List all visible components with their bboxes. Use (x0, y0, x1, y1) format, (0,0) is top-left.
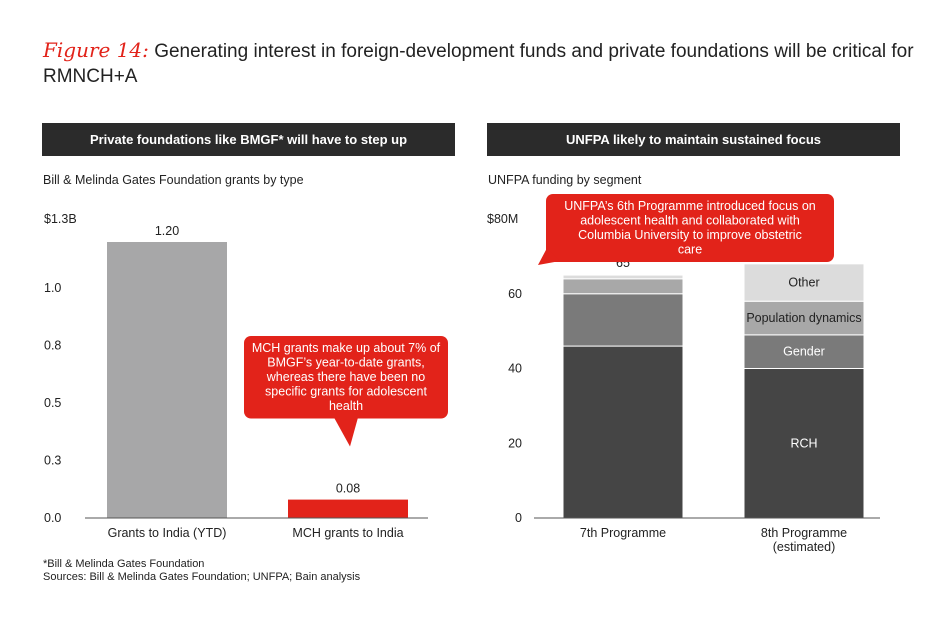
right-callout-pointer (538, 248, 560, 265)
figure-title-text: Generating interest in foreign-developme… (43, 41, 914, 87)
y-tick-label: 0.0 (44, 511, 61, 525)
y-tick-label: $1.3B (44, 212, 77, 226)
segment-label: RCH (790, 436, 817, 450)
x-tick-label: Grants to India (YTD) (108, 526, 227, 540)
left-callout-text: health (329, 399, 363, 413)
y-tick-label: 0.8 (44, 339, 61, 353)
y-tick-label: 0 (515, 511, 522, 525)
right-callout-box (546, 194, 834, 262)
data-label: 0.08 (336, 482, 360, 496)
left-callout-text: whereas there have been no (266, 370, 425, 384)
y-tick-label: 0.5 (44, 396, 61, 410)
bar-segment (562, 293, 684, 347)
x-tick-label: (estimated) (773, 540, 836, 554)
bar-segment (743, 368, 865, 519)
footnote: *Bill & Melinda Gates Foundation (43, 558, 205, 570)
right-callout-text: care (678, 243, 702, 257)
figure-title: Figure 14: Generating interest in foreig… (43, 38, 923, 89)
bar-segment (562, 345, 684, 519)
bar-segment (562, 278, 684, 295)
x-tick-label: MCH grants to India (292, 526, 403, 540)
y-tick-label: 60 (508, 287, 522, 301)
right-callout-text: Columbia University to improve obstetric (578, 228, 802, 242)
segment-label: Population dynamics (746, 311, 861, 325)
y-tick-label: 20 (508, 436, 522, 450)
x-tick-label: 7th Programme (580, 526, 666, 540)
x-tick-label: 8th Programme (761, 526, 847, 540)
segment-label: Other (788, 276, 819, 290)
bar-segment (743, 300, 865, 336)
sources-note: Sources: Bill & Melinda Gates Foundation… (43, 571, 361, 583)
right-chart-subtitle: UNFPA funding by segment (488, 173, 642, 187)
left-panel-header: Private foundations like BMGF* will have… (42, 123, 455, 156)
bar-segment (743, 334, 865, 369)
bar (288, 499, 408, 518)
right-callout-text: UNFPA’s 6th Programme introduced focus o… (564, 199, 816, 213)
right-panel-header: UNFPA likely to maintain sustained focus (487, 123, 900, 156)
bar (107, 242, 227, 518)
y-tick-label: $80M (487, 212, 518, 226)
data-label: 1.20 (155, 224, 179, 238)
left-callout-pointer (334, 417, 358, 447)
y-tick-label: 40 (508, 362, 522, 376)
left-callout-text: MCH grants make up about 7% of (252, 341, 441, 355)
left-chart-subtitle: Bill & Melinda Gates Foundation grants b… (43, 173, 304, 187)
left-callout-text: BMGF’s year-to-date grants, (267, 356, 424, 370)
right-callout-text: adolescent health and collaborated with (580, 214, 800, 228)
y-tick-label: 0.3 (44, 454, 61, 468)
bar-segment (743, 263, 865, 302)
left-callout-text: specific grants for adolescent (265, 385, 427, 399)
figure-label: Figure 14: (43, 38, 149, 62)
segment-label: Gender (783, 345, 825, 359)
bar-segment (562, 274, 684, 280)
left-callout-box (244, 336, 448, 419)
y-tick-label: 1.0 (44, 281, 61, 295)
